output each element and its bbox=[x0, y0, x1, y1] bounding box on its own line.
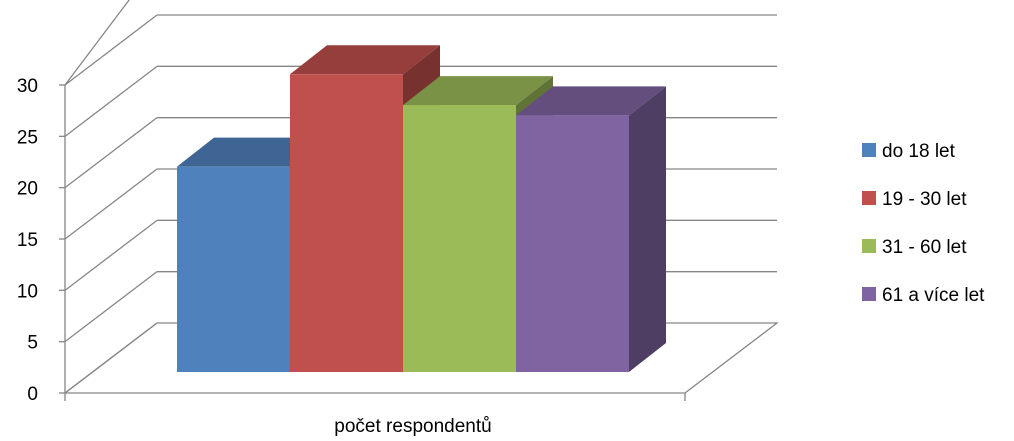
bar bbox=[516, 86, 666, 372]
bar-top bbox=[290, 45, 440, 75]
y-tick-labels: 0 5 10 15 20 25 30 bbox=[17, 76, 38, 405]
legend-item: 61 a více let bbox=[862, 285, 985, 306]
legend-label: 31 - 60 let bbox=[882, 237, 967, 258]
legend-swatch bbox=[862, 191, 876, 205]
bar-front bbox=[177, 166, 290, 372]
legend-item: 31 - 60 let bbox=[862, 237, 967, 258]
gridline-diagonal bbox=[64, 0, 130, 86]
y-tick-label: 15 bbox=[17, 230, 38, 251]
bar-side bbox=[629, 86, 666, 372]
bar-front bbox=[516, 115, 629, 372]
bar-top bbox=[177, 137, 327, 167]
floor-plane bbox=[63, 322, 779, 394]
gridline-diagonal bbox=[64, 117, 158, 189]
y-tick-label: 30 bbox=[17, 76, 38, 97]
y-tick-label: 25 bbox=[17, 127, 38, 148]
gridline-diagonal bbox=[64, 219, 158, 291]
legend-label: 61 a více let bbox=[882, 285, 985, 306]
legend-swatch bbox=[862, 239, 876, 253]
gridline-diagonal bbox=[64, 65, 158, 137]
legend: do 18 let 19 - 30 let 31 - 60 let 61 a více… bbox=[862, 141, 985, 306]
bar-front bbox=[290, 74, 403, 373]
axes bbox=[59, 84, 779, 401]
legend-item: do 18 let bbox=[862, 141, 956, 162]
y-tick-label: 5 bbox=[27, 333, 38, 354]
gridline-diagonal bbox=[64, 168, 158, 240]
bar-top bbox=[516, 86, 666, 116]
bar-front bbox=[403, 105, 516, 373]
legend-swatch bbox=[862, 143, 876, 157]
legend-label: do 18 let bbox=[882, 141, 956, 162]
legend-swatch bbox=[862, 287, 876, 301]
x-category-label: počet respondentů bbox=[334, 416, 491, 437]
y-tick-label: 10 bbox=[17, 281, 38, 302]
bar-top bbox=[403, 76, 553, 106]
y-tick-label: 20 bbox=[17, 179, 38, 200]
bars bbox=[177, 45, 666, 373]
gridline-diagonal bbox=[64, 14, 158, 86]
gridline-diagonal bbox=[64, 271, 158, 343]
legend-item: 19 - 30 let bbox=[862, 189, 967, 210]
y-tick-label: 0 bbox=[27, 384, 38, 405]
legend-label: 19 - 30 let bbox=[882, 189, 967, 210]
